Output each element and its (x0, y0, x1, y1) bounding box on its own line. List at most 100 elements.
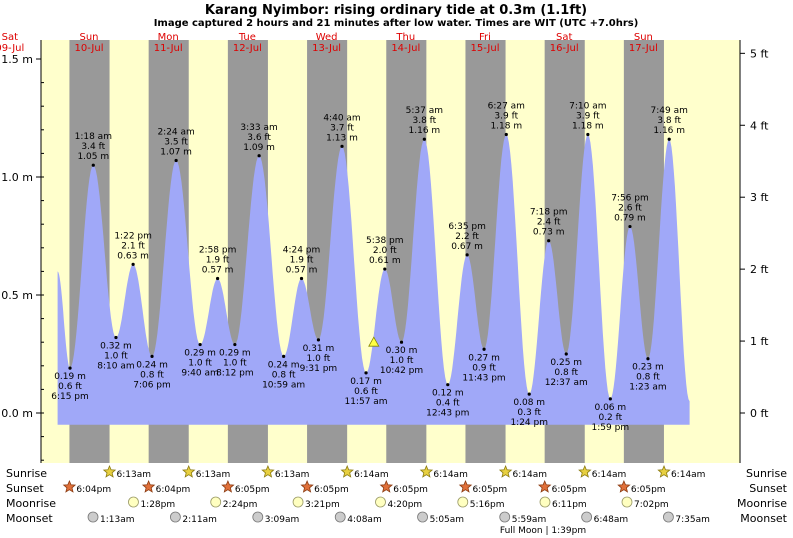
low-tide-feet: 0.8 ft (636, 373, 660, 383)
low-tide-time: 1:59 pm (592, 423, 630, 433)
high-tide-point (174, 158, 178, 163)
high-tide-time: 3:33 am (240, 123, 277, 133)
low-tide-meters: 0.27 m (468, 353, 500, 363)
high-tide-time: 4:40 am (323, 113, 360, 123)
high-tide-meters: 0.61 m (369, 256, 401, 266)
moonrise-icon (292, 496, 304, 508)
moonset-time: 6:48am (594, 515, 629, 525)
low-tide-time: 11:57 am (344, 397, 387, 407)
high-tide-time: 7:18 pm (530, 208, 568, 218)
moonrise-icon (210, 496, 222, 508)
high-tide-point (465, 253, 469, 257)
left-tick-label: 1.5 m (1, 53, 33, 66)
low-tide-meters: 0.29 m (184, 349, 216, 359)
low-tide-time: 9:40 am (181, 369, 218, 379)
low-tide-time: 1:24 pm (510, 418, 548, 428)
low-tide-time: 8:10 am (97, 361, 134, 371)
right-tick-label: 2 ft (750, 263, 769, 276)
sunrise-icon (498, 464, 513, 478)
low-tide-point (282, 354, 286, 358)
low-tide-point (68, 366, 72, 370)
high-tide-time: 7:10 am (569, 102, 606, 112)
high-tide-point (504, 132, 508, 137)
low-tide-point (198, 342, 202, 347)
sunrise-icon (102, 464, 117, 478)
moonset-icon (581, 511, 593, 523)
high-tide-feet: 1.9 ft (206, 255, 230, 265)
day-name: Sat (2, 32, 18, 43)
day-date: 15-Jul (471, 43, 500, 54)
moonset-row-label-left: Moonset (6, 512, 53, 525)
sunset-icon (379, 479, 394, 493)
high-tide-point (216, 276, 220, 281)
moonrise-icon (457, 496, 469, 508)
sunset-icon (300, 479, 314, 493)
high-tide-feet: 3.5 ft (164, 137, 188, 147)
low-tide-feet: 1.0 ft (104, 351, 128, 361)
left-tick-label: 0.0 m (1, 407, 33, 420)
low-tide-time: 7:06 pm (133, 380, 171, 390)
high-tide-feet: 3.8 ft (412, 116, 436, 126)
high-tide-point (257, 154, 261, 158)
moonrise-time: 4:20pm (387, 500, 422, 510)
sunset-time: 6:05pm (393, 485, 428, 495)
moonset-time: 2:11am (182, 515, 217, 525)
day-name: Fri (479, 32, 491, 43)
sunset-row-label-right: Sunset (749, 482, 787, 495)
low-tide-feet: 1.0 ft (307, 354, 331, 364)
high-tide-point (628, 224, 632, 229)
high-tide-meters: 0.67 m (451, 242, 483, 252)
moonset-icon (417, 511, 428, 523)
high-tide-point (299, 276, 304, 281)
high-tide-feet: 3.6 ft (247, 133, 271, 143)
day-name: Sun (634, 32, 653, 43)
moonset-time: 5:59am (512, 515, 547, 525)
low-tide-feet: 1.0 ft (223, 359, 247, 369)
low-tide-meters: 0.08 m (513, 398, 545, 408)
high-tide-meters: 0.57 m (286, 265, 318, 275)
high-tide-feet: 2.0 ft (373, 246, 397, 256)
low-tide-feet: 0.4 ft (436, 399, 460, 409)
day-date: 16-Jul (550, 43, 579, 54)
day-name: Mon (158, 32, 179, 43)
moonrise-icon (375, 496, 386, 508)
sunset-icon (538, 479, 552, 493)
high-tide-feet: 3.9 ft (494, 112, 518, 122)
sunrise-time: 6:14am (433, 470, 468, 480)
left-tick-label: 0.5 m (1, 289, 33, 302)
high-tide-feet: 2.1 ft (121, 241, 145, 251)
moonrise-time: 1:28pm (140, 500, 175, 510)
high-tide-time: 5:37 am (406, 106, 443, 116)
tide-labels: 0.19 m0.6 ft6:15 pm1:18 am3.4 ft1.05 m0.… (51, 102, 688, 433)
sunrise-icon (340, 464, 354, 478)
high-tide-feet: 1.9 ft (290, 255, 314, 265)
low-tide-time: 10:59 am (262, 380, 305, 390)
day-date: 13-Jul (312, 43, 341, 54)
high-tide-meters: 1.18 m (572, 122, 604, 132)
moonset-time: 5:05am (430, 515, 465, 525)
low-tide-meters: 0.24 m (268, 360, 300, 370)
sunset-time: 6:04pm (156, 485, 191, 495)
low-tide-point (446, 383, 450, 387)
sunset-time: 6:04pm (76, 485, 111, 495)
low-tide-time: 10:42 pm (380, 366, 423, 376)
moonrise-time: 6:11pm (552, 500, 587, 510)
low-tide-point (233, 342, 237, 347)
moonrise-time: 7:02pm (634, 500, 669, 510)
low-tide-point (364, 371, 368, 375)
low-tide-point (316, 338, 321, 342)
low-tide-time: 8:12 pm (216, 369, 254, 379)
low-tide-feet: 0.8 ft (140, 370, 164, 380)
high-tide-point (422, 137, 426, 141)
sunrise-icon (578, 464, 592, 478)
chart-subtitle: Image captured 2 hours and 21 minutes af… (154, 18, 639, 29)
sunset-icon (458, 479, 473, 493)
current-tide-marker (368, 336, 380, 347)
low-tide-point (150, 354, 154, 358)
moonset-icon (169, 511, 181, 523)
low-tide-meters: 0.19 m (54, 372, 86, 382)
high-tide-time: 7:49 am (651, 106, 688, 116)
moonset-time: 7:35am (675, 515, 710, 525)
high-tide-meters: 1.05 m (77, 152, 109, 162)
day-date: 12-Jul (233, 43, 262, 54)
